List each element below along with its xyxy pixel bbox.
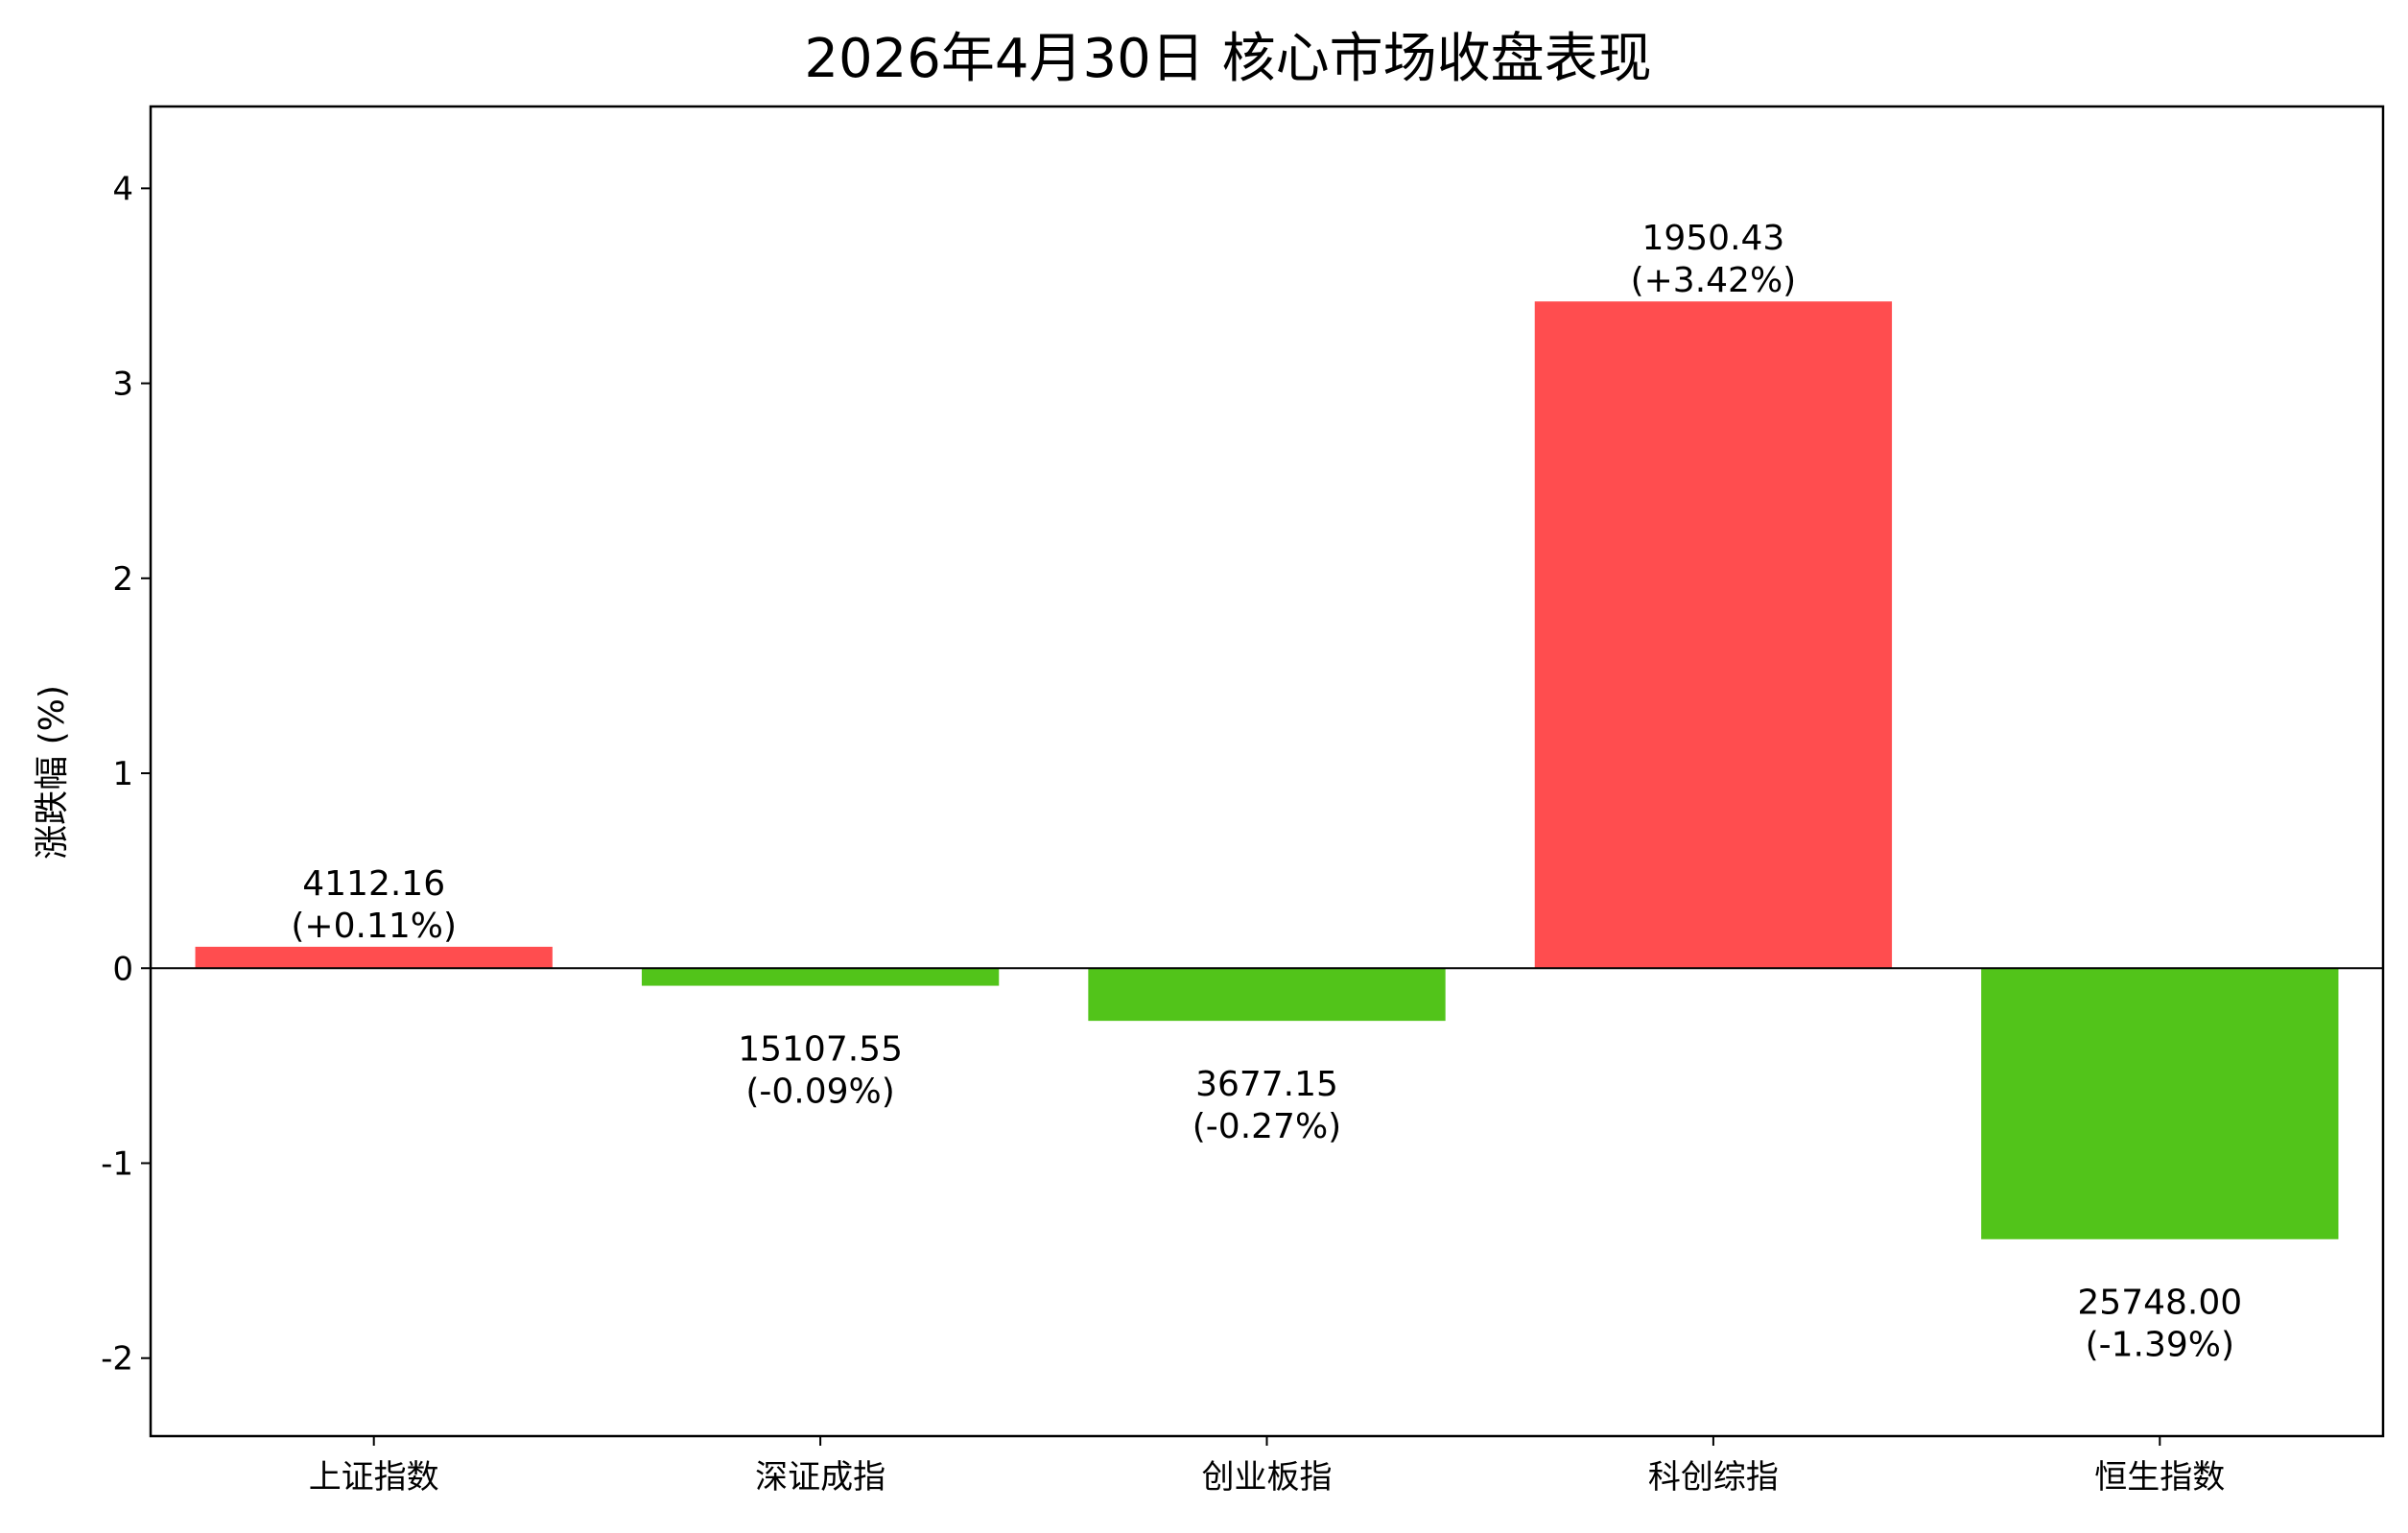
- bar: [1088, 968, 1446, 1022]
- x-tick-label: 创业板指: [1202, 1458, 1333, 1497]
- data-label-close: 25748.00: [2077, 1284, 2242, 1323]
- y-tick-label: 0: [112, 950, 133, 988]
- y-tick-label: 2: [112, 560, 133, 599]
- data-label-change: (+0.11%): [291, 907, 457, 946]
- data-label-change: (-1.39%): [2086, 1326, 2234, 1365]
- data-label-close: 1950.43: [1641, 219, 1784, 258]
- x-tick-label: 上证指数: [309, 1458, 439, 1497]
- bar: [641, 968, 1000, 986]
- y-axis-label: 涨跌幅 (%): [33, 685, 72, 860]
- y-tick-label: 4: [112, 170, 133, 208]
- data-label-close: 4112.16: [302, 864, 445, 904]
- data-label-change: (+3.42%): [1631, 261, 1797, 300]
- bar: [1981, 968, 2339, 1239]
- bar: [195, 946, 553, 969]
- chart-title: 2026年4月30日 核心市场收盘表现: [804, 28, 1651, 90]
- y-tick-label: -2: [101, 1340, 133, 1379]
- data-label-change: (-0.09%): [745, 1073, 894, 1112]
- data-label-close: 15107.55: [738, 1030, 903, 1070]
- chart-marks: -2 -1 0 1 2 3 4 上证指数 4112.16(+0.11%) 深证成指 15107.55…: [101, 170, 2383, 1497]
- data-label-close: 3677.15: [1195, 1065, 1338, 1104]
- bar: [1534, 301, 1893, 969]
- y-tick-label: 3: [112, 366, 133, 404]
- x-tick-label: 恒生指数: [2094, 1458, 2225, 1497]
- data-label-change: (-0.27%): [1192, 1107, 1341, 1146]
- x-tick-label: 深证成指: [755, 1458, 885, 1497]
- plot-area-frame: [149, 105, 2385, 1438]
- x-tick-label: 科创综指: [1648, 1458, 1779, 1497]
- y-tick-label: 1: [112, 755, 133, 793]
- y-tick-label: -1: [101, 1144, 133, 1183]
